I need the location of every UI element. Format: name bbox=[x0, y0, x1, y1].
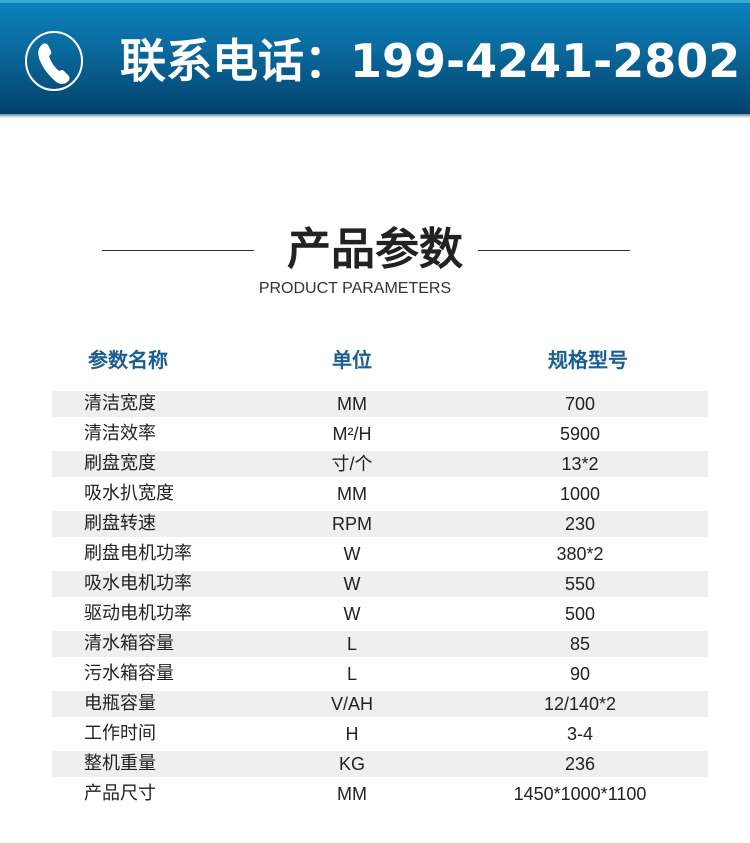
title-rule-left bbox=[102, 250, 254, 251]
param-name: 清洁宽度 bbox=[84, 393, 156, 414]
param-unit: V/AH bbox=[330, 694, 373, 714]
param-name: 电瓶容量 bbox=[84, 693, 156, 714]
table-row: 刷盘电机功率 W 380*2 bbox=[52, 541, 708, 567]
param-value: 236 bbox=[564, 754, 596, 774]
header-spec: 规格型号 bbox=[548, 348, 628, 372]
param-unit: MM bbox=[337, 484, 367, 504]
param-value: 550 bbox=[564, 574, 596, 594]
param-value: 700 bbox=[564, 394, 596, 414]
table-row: 刷盘转速 RPM 230 bbox=[52, 511, 708, 537]
param-value: 1450*1000*1100 bbox=[513, 784, 647, 804]
param-unit: L bbox=[346, 664, 357, 684]
param-unit: MM bbox=[337, 784, 367, 804]
param-value: 380*2 bbox=[556, 544, 604, 564]
param-unit: W bbox=[343, 604, 361, 624]
param-unit: W bbox=[343, 574, 361, 594]
param-value: 230 bbox=[564, 514, 596, 534]
table-row: 清水箱容量 L 85 bbox=[52, 631, 708, 657]
section-title: 产品参数 bbox=[287, 224, 463, 275]
param-name: 污水箱容量 bbox=[84, 663, 174, 684]
table-row: 驱动电机功率 W 500 bbox=[52, 601, 708, 627]
section-subtitle: PRODUCT PARAMETERS bbox=[258, 280, 452, 297]
table-row: 清洁宽度 MM 700 bbox=[52, 391, 708, 417]
param-name: 刷盘转速 bbox=[84, 513, 156, 534]
param-name: 工作时间 bbox=[84, 723, 156, 744]
param-unit: KG bbox=[338, 754, 365, 774]
param-value: 90 bbox=[569, 664, 591, 684]
title-rule-right bbox=[478, 250, 630, 251]
table-row: 整机重量 KG 236 bbox=[52, 751, 708, 777]
table-row: 吸水电机功率 W 550 bbox=[52, 571, 708, 597]
phone-icon bbox=[25, 31, 83, 91]
param-name: 吸水电机功率 bbox=[84, 573, 192, 594]
param-name: 产品尺寸 bbox=[84, 783, 156, 804]
param-name: 整机重量 bbox=[84, 753, 156, 774]
param-value: 12/140*2 bbox=[543, 694, 617, 714]
param-unit: M²/H bbox=[332, 424, 372, 444]
param-name: 清水箱容量 bbox=[84, 633, 174, 654]
table-row: 产品尺寸 MM 1450*1000*1100 bbox=[52, 781, 708, 807]
table-row: 工作时间 H 3-4 bbox=[52, 721, 708, 747]
table-row: 污水箱容量 L 90 bbox=[52, 661, 708, 687]
param-unit: W bbox=[343, 544, 361, 564]
param-value: 1000 bbox=[559, 484, 601, 504]
banner-shadow bbox=[0, 114, 750, 118]
param-name: 吸水扒宽度 bbox=[84, 483, 174, 504]
table-row: 吸水扒宽度 MM 1000 bbox=[52, 481, 708, 507]
param-name: 驱动电机功率 bbox=[84, 603, 192, 624]
table-row: 电瓶容量 V/AH 12/140*2 bbox=[52, 691, 708, 717]
param-unit: MM bbox=[337, 394, 367, 414]
param-unit: RPM bbox=[332, 514, 372, 534]
phone-number-label: 联系电话：199-4241-2802 bbox=[120, 34, 741, 88]
param-name: 刷盘电机功率 bbox=[84, 543, 192, 564]
param-unit: H bbox=[345, 724, 359, 744]
param-unit: 寸/个 bbox=[331, 454, 373, 474]
param-value: 3-4 bbox=[566, 724, 593, 744]
param-name: 清洁效率 bbox=[84, 423, 156, 444]
param-value: 13*2 bbox=[561, 454, 599, 474]
header-unit: 单位 bbox=[332, 348, 372, 372]
table-row: 清洁效率 M²/H 5900 bbox=[52, 421, 708, 447]
param-value: 500 bbox=[564, 604, 596, 624]
table-row: 刷盘宽度 寸/个 13*2 bbox=[52, 451, 708, 477]
param-unit: L bbox=[346, 634, 357, 654]
header-param-name: 参数名称 bbox=[88, 348, 168, 372]
param-value: 85 bbox=[569, 634, 591, 654]
param-name: 刷盘宽度 bbox=[84, 453, 156, 474]
param-value: 5900 bbox=[559, 424, 601, 444]
contact-banner: 联系电话：199-4241-2802 bbox=[0, 0, 750, 116]
